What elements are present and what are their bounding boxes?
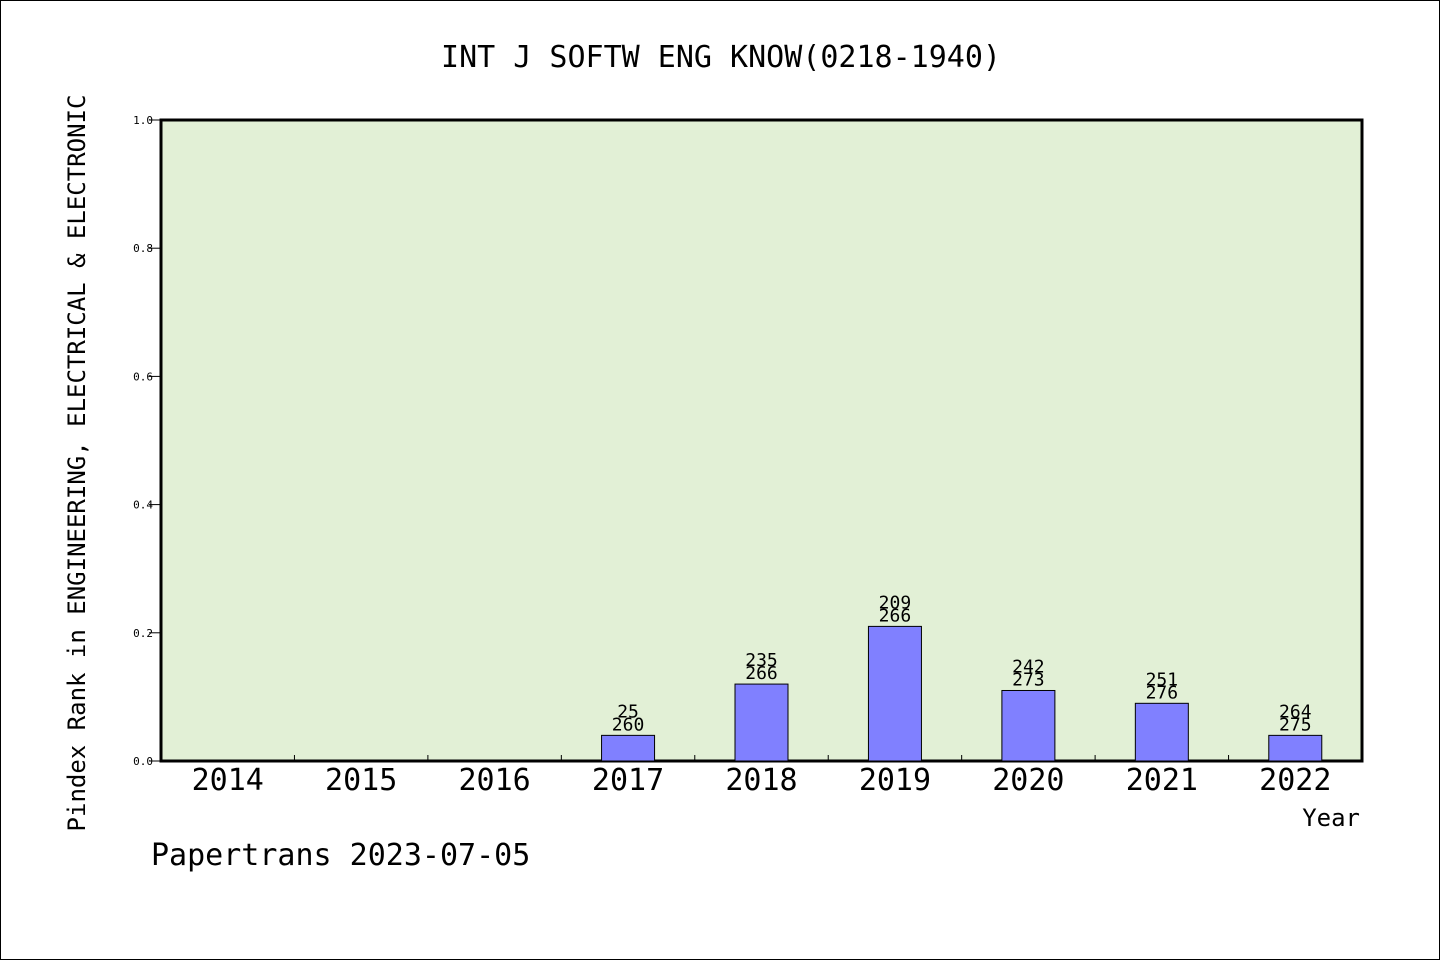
chart-title: INT J SOFTW ENG KNOW(0218-1940)	[441, 40, 1001, 75]
y-tick-label: 0.2	[133, 627, 153, 640]
y-tick-label: 0.8	[133, 242, 153, 255]
bar-total-label: 266	[879, 605, 912, 626]
bar	[867, 625, 922, 762]
bar-total-label: 275	[1279, 714, 1312, 735]
x-tick-label: 2016	[458, 763, 530, 798]
y-tick-label: 1.0	[133, 114, 153, 127]
bar-rank-label: 242	[1012, 656, 1045, 677]
y-tick-label: 0.4	[133, 499, 153, 512]
bar-total-label: 273	[1012, 669, 1045, 690]
bar-rank-label: 25	[617, 701, 639, 722]
bar	[1268, 734, 1323, 762]
bar-total-label: 276	[1146, 682, 1179, 703]
x-tick-label: 2015	[325, 763, 397, 798]
x-tick-label: 2021	[1126, 763, 1198, 798]
bar-series	[601, 625, 1323, 762]
x-tick-label: 2017	[592, 763, 664, 798]
x-tick-label: 2020	[992, 763, 1064, 798]
bar-rank-label: 235	[745, 650, 778, 671]
bar-rank-label: 264	[1279, 701, 1312, 722]
bar	[1134, 702, 1189, 762]
bar-total-label: 266	[745, 663, 778, 684]
y-axis-ticks: 0.0 0.2 0.4 0.6 0.8 1.0	[133, 114, 161, 768]
x-tick-label: 2018	[725, 763, 797, 798]
plot-area	[159, 118, 1364, 763]
y-axis-label: Pindex Rank in ENGINEERING, ELECTRICAL &…	[63, 95, 91, 832]
bar	[1001, 689, 1056, 762]
x-tick-label: 2019	[859, 763, 931, 798]
x-tick-label: 2014	[192, 763, 264, 798]
x-axis-label: Year	[1302, 804, 1360, 832]
bar-rank-label: 209	[879, 592, 912, 613]
x-axis-ticks: 2014 2015 2016 2017 2018 2019 2020 2021 2022	[192, 755, 1331, 798]
y-tick-label: 0.0	[133, 755, 153, 768]
y-tick-label: 0.6	[133, 370, 153, 383]
bar-total-label: 260	[612, 714, 645, 735]
footer-credit: Papertrans 2023-07-05	[151, 838, 530, 873]
x-tick-label: 2022	[1259, 763, 1331, 798]
bar	[601, 734, 656, 762]
bar	[734, 683, 789, 762]
bar-rank-label: 251	[1146, 669, 1179, 690]
